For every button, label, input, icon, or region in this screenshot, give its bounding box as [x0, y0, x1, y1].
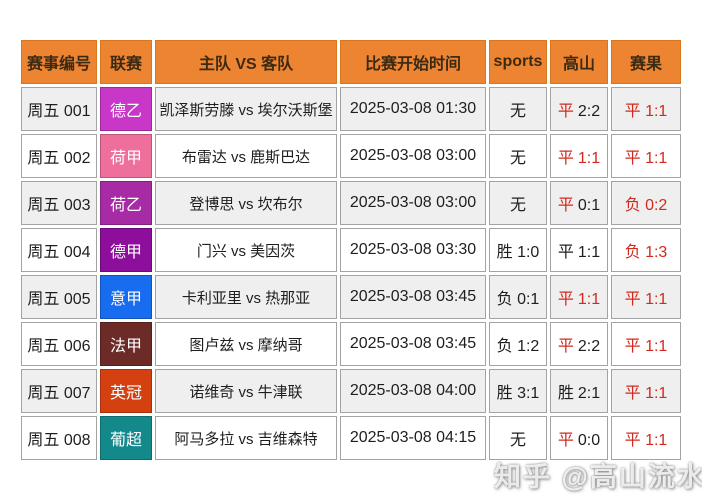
result-cell: 平 1:1	[611, 134, 681, 178]
gaoshan-pick-cell: 平 1:1	[550, 275, 608, 319]
match-id-cell: 周五 003	[21, 181, 97, 225]
gaoshan-pick-label: 平	[557, 103, 574, 120]
match-id-cell: 周五 001	[21, 87, 97, 131]
gaoshan-pick-cell: 平 1:1	[550, 134, 608, 178]
league-badge: 德乙	[100, 87, 152, 131]
col-header-sports: sports	[489, 40, 547, 84]
match-id-cell: 周五 006	[21, 322, 97, 366]
league-badge: 意甲	[100, 275, 152, 319]
start-time-cell: 2025-03-08 04:00	[340, 369, 486, 413]
sports-pick-cell: 负 1:2	[489, 322, 547, 366]
start-time-cell: 2025-03-08 03:45	[340, 275, 486, 319]
table-row: 周五 001 德乙 凯泽斯劳滕 vs 埃尔沃斯堡 2025-03-08 01:3…	[21, 87, 681, 131]
col-header-result: 赛果	[611, 40, 681, 84]
match-id-cell: 周五 007	[21, 369, 97, 413]
teams-cell: 阿马多拉 vs 吉维森特	[155, 416, 337, 460]
gaoshan-pick-cell: 平 0:1	[550, 181, 608, 225]
league-badge: 英冠	[100, 369, 152, 413]
teams-cell: 布雷达 vs 鹿斯巴达	[155, 134, 337, 178]
result-cell: 平 1:1	[611, 275, 681, 319]
result-cell: 平 1:1	[611, 369, 681, 413]
col-header-gaoshan: 高山	[550, 40, 608, 84]
gaoshan-pick-label: 平	[557, 432, 574, 449]
col-header-start-time: 比赛开始时间	[340, 40, 486, 84]
match-id-cell: 周五 005	[21, 275, 97, 319]
league-badge: 荷乙	[100, 181, 152, 225]
sports-pick-cell: 负 0:1	[489, 275, 547, 319]
gaoshan-pick-score: 1:1	[577, 291, 601, 308]
teams-cell: 卡利亚里 vs 热那亚	[155, 275, 337, 319]
table-header: 赛事编号 联赛 主队 VS 客队 比赛开始时间 sports 高山 赛果	[21, 40, 681, 84]
sports-pick-cell: 无	[489, 134, 547, 178]
sports-pick-cell: 无	[489, 181, 547, 225]
league-badge: 德甲	[100, 228, 152, 272]
teams-cell: 凯泽斯劳滕 vs 埃尔沃斯堡	[155, 87, 337, 131]
table-row: 周五 008 葡超 阿马多拉 vs 吉维森特 2025-03-08 04:15 …	[21, 416, 681, 460]
result-cell: 平 1:1	[611, 416, 681, 460]
result-cell: 负 1:3	[611, 228, 681, 272]
gaoshan-pick-cell: 平 0:0	[550, 416, 608, 460]
start-time-cell: 2025-03-08 04:15	[340, 416, 486, 460]
col-header-teams: 主队 VS 客队	[155, 40, 337, 84]
result-cell: 平 1:1	[611, 87, 681, 131]
gaoshan-pick-label: 胜	[557, 385, 574, 402]
gaoshan-pick-score: 0:1	[577, 197, 601, 214]
match-id-cell: 周五 004	[21, 228, 97, 272]
result-cell: 负 0:2	[611, 181, 681, 225]
gaoshan-pick-score: 0:0	[577, 432, 601, 449]
gaoshan-pick-score: 2:2	[577, 103, 601, 120]
match-id-cell: 周五 008	[21, 416, 97, 460]
result-cell: 平 1:1	[611, 322, 681, 366]
col-header-match-id: 赛事编号	[21, 40, 97, 84]
sports-pick-cell: 胜 3:1	[489, 369, 547, 413]
table-body: 周五 001 德乙 凯泽斯劳滕 vs 埃尔沃斯堡 2025-03-08 01:3…	[21, 87, 681, 460]
gaoshan-pick-score: 2:2	[577, 338, 601, 355]
teams-cell: 图卢兹 vs 摩纳哥	[155, 322, 337, 366]
gaoshan-pick-label: 平	[557, 338, 574, 355]
gaoshan-pick-score: 1:1	[577, 244, 601, 261]
start-time-cell: 2025-03-08 03:00	[340, 181, 486, 225]
gaoshan-pick-label: 平	[557, 150, 574, 167]
match-results-table: 赛事编号 联赛 主队 VS 客队 比赛开始时间 sports 高山 赛果 周五 …	[18, 37, 684, 463]
table-row: 周五 004 德甲 门兴 vs 美因茨 2025-03-08 03:30 胜 1…	[21, 228, 681, 272]
table-row: 周五 002 荷甲 布雷达 vs 鹿斯巴达 2025-03-08 03:00 无…	[21, 134, 681, 178]
league-badge: 葡超	[100, 416, 152, 460]
gaoshan-pick-label: 平	[557, 291, 574, 308]
table-row: 周五 003 荷乙 登博思 vs 坎布尔 2025-03-08 03:00 无 …	[21, 181, 681, 225]
gaoshan-pick-label: 平	[557, 244, 574, 261]
teams-cell: 门兴 vs 美因茨	[155, 228, 337, 272]
teams-cell: 诺维奇 vs 牛津联	[155, 369, 337, 413]
sports-pick-cell: 胜 1:0	[489, 228, 547, 272]
teams-cell: 登博思 vs 坎布尔	[155, 181, 337, 225]
start-time-cell: 2025-03-08 03:30	[340, 228, 486, 272]
gaoshan-pick-score: 1:1	[577, 150, 601, 167]
gaoshan-pick-cell: 平 1:1	[550, 228, 608, 272]
gaoshan-pick-cell: 胜 2:1	[550, 369, 608, 413]
sports-pick-cell: 无	[489, 87, 547, 131]
match-id-cell: 周五 002	[21, 134, 97, 178]
gaoshan-pick-cell: 平 2:2	[550, 87, 608, 131]
start-time-cell: 2025-03-08 03:00	[340, 134, 486, 178]
sports-pick-cell: 无	[489, 416, 547, 460]
table-row: 周五 006 法甲 图卢兹 vs 摩纳哥 2025-03-08 03:45 负 …	[21, 322, 681, 366]
gaoshan-pick-cell: 平 2:2	[550, 322, 608, 366]
start-time-cell: 2025-03-08 03:45	[340, 322, 486, 366]
gaoshan-pick-label: 平	[557, 197, 574, 214]
table-row: 周五 005 意甲 卡利亚里 vs 热那亚 2025-03-08 03:45 负…	[21, 275, 681, 319]
league-badge: 法甲	[100, 322, 152, 366]
col-header-league: 联赛	[100, 40, 152, 84]
league-badge: 荷甲	[100, 134, 152, 178]
header-row: 赛事编号 联赛 主队 VS 客队 比赛开始时间 sports 高山 赛果	[21, 40, 681, 84]
table-row: 周五 007 英冠 诺维奇 vs 牛津联 2025-03-08 04:00 胜 …	[21, 369, 681, 413]
gaoshan-pick-score: 2:1	[577, 385, 601, 402]
start-time-cell: 2025-03-08 01:30	[340, 87, 486, 131]
